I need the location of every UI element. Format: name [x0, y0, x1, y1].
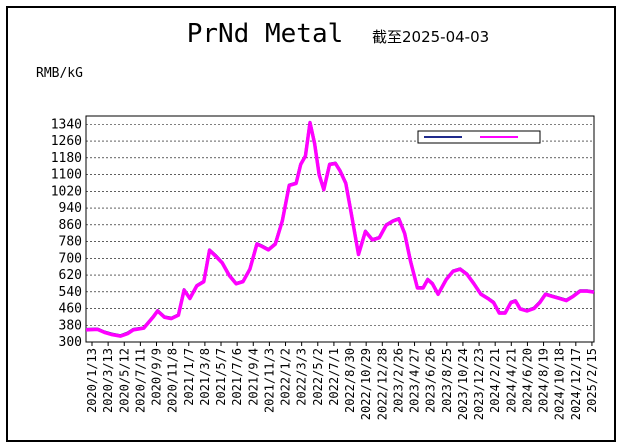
x-tick-label: 2022/7/1	[327, 348, 341, 406]
x-tick-label: 2023/10/24	[456, 348, 470, 420]
x-tick-label: 2021/1/7	[182, 348, 196, 406]
y-tick-label: 300	[59, 335, 82, 350]
x-tick-label: 2024/6/20	[520, 348, 534, 413]
x-tick-label: 2024/10/18	[553, 348, 567, 420]
y-tick-label: 620	[59, 268, 82, 283]
legend-box	[417, 130, 541, 144]
x-tick-label: 2020/11/8	[166, 348, 180, 413]
plot-area-border	[85, 115, 595, 343]
chart-frame	[6, 6, 616, 442]
x-tick-label: 2022/8/30	[343, 348, 357, 413]
series-lines	[85, 120, 595, 338]
y-tick-labels: 3003804605406207007808609401020110011801…	[51, 117, 82, 350]
x-tick-label: 2021/11/3	[262, 348, 276, 413]
series-line-2	[85, 120, 595, 338]
x-tick-label: 2022/12/28	[375, 348, 389, 420]
x-tick-label: 2020/5/12	[117, 348, 131, 413]
x-tick-label: 2020/1/13	[85, 348, 99, 413]
x-tick-label: 2022/1/2	[279, 348, 293, 406]
chart-subtitle: 截至2025-04-03	[372, 28, 489, 46]
x-tick-label: 2024/8/19	[537, 348, 551, 413]
x-tick-label: 2023/8/25	[440, 348, 454, 413]
y-tick-label: 940	[59, 201, 82, 216]
x-tick-label: 2023/12/23	[472, 348, 486, 420]
y-tick-label: 380	[59, 318, 82, 333]
y-tick-label: 1020	[51, 184, 82, 199]
x-tick-label: 2020/3/13	[101, 348, 115, 413]
chart-title: PrNd Metal	[187, 19, 344, 49]
y-tick-label: 540	[59, 285, 82, 300]
y-tick-label: 1100	[51, 168, 82, 183]
x-tick-label: 2024/4/21	[504, 348, 518, 413]
y-tick-label: 460	[59, 302, 82, 317]
x-tick-labels: 2020/1/13 2020/3/13 2020/5/12 2020/7/11 2020…	[85, 342, 599, 420]
x-tick-label: 2020/7/11	[133, 348, 147, 413]
x-tick-label: 2020/9/9	[150, 348, 164, 406]
x-tick-label: 2021/5/7	[214, 348, 228, 406]
x-tick-label: 2021/3/8	[198, 348, 212, 406]
y-tick-label: 780	[59, 235, 82, 250]
x-tick-label: 2023/2/26	[391, 348, 405, 413]
x-tick-label: 2023/6/26	[424, 348, 438, 413]
x-tick-label: 2025/2/15	[585, 348, 599, 413]
y-tick-label: 1260	[51, 134, 82, 149]
x-tick-label: 2021/9/4	[246, 348, 260, 406]
legend	[417, 130, 541, 144]
x-tick-label: 2022/3/3	[295, 348, 309, 406]
x-tick-label: 2022/10/29	[359, 348, 373, 420]
x-tick-label: 2024/12/17	[569, 348, 583, 420]
y-tick-label: 700	[59, 251, 82, 266]
x-tick-label: 2023/4/27	[408, 348, 422, 413]
y-tick-label: 1180	[51, 151, 82, 166]
x-tick-label: 2022/5/2	[311, 348, 325, 406]
x-tick-label: 2024/2/21	[488, 348, 502, 413]
x-tick-label: 2021/7/6	[230, 348, 244, 406]
y-tick-label: 860	[59, 218, 82, 233]
y-tick-label: 1340	[51, 117, 82, 132]
grid-lines	[86, 124, 594, 343]
y-axis-label: RMB/kG	[36, 66, 83, 81]
